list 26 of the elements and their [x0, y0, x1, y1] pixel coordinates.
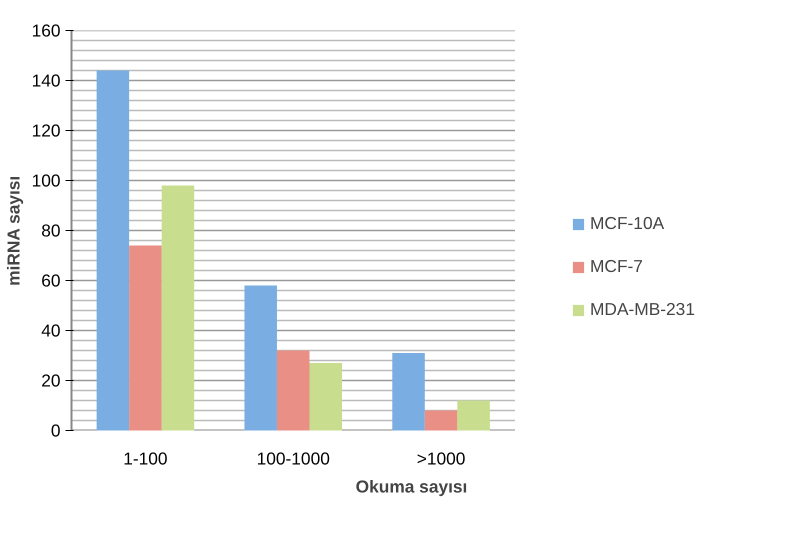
bar — [96, 70, 130, 430]
y-tick-label: 0 — [50, 420, 61, 440]
bar — [310, 363, 342, 430]
y-tick-label: 80 — [41, 220, 61, 240]
y-tick-label: 20 — [41, 370, 61, 390]
y-tick-label: 120 — [32, 120, 61, 140]
x-axis-title: Okuma sayısı — [356, 476, 468, 496]
y-tick-label: 60 — [41, 270, 61, 290]
x-tick-label: >1000 — [416, 448, 466, 468]
legend-label: MCF-7 — [590, 256, 643, 277]
legend-label: MDA-MB-231 — [590, 299, 695, 320]
bar — [392, 353, 425, 430]
y-tick-label: 160 — [32, 20, 61, 40]
y-tick-label: 40 — [41, 320, 61, 340]
y-tick-label: 140 — [32, 70, 61, 90]
legend-label: MCF-10A — [590, 213, 664, 234]
bar — [129, 246, 162, 430]
y-axis-title: miRNA sayısı — [4, 176, 24, 286]
x-tick-label: 1-100 — [123, 448, 168, 468]
bar — [244, 286, 277, 430]
bar — [162, 186, 194, 430]
x-tick-label: 100-1000 — [256, 448, 330, 468]
bar — [424, 410, 458, 430]
bar — [457, 400, 490, 430]
y-tick-label: 100 — [32, 170, 61, 190]
bar — [276, 350, 310, 430]
